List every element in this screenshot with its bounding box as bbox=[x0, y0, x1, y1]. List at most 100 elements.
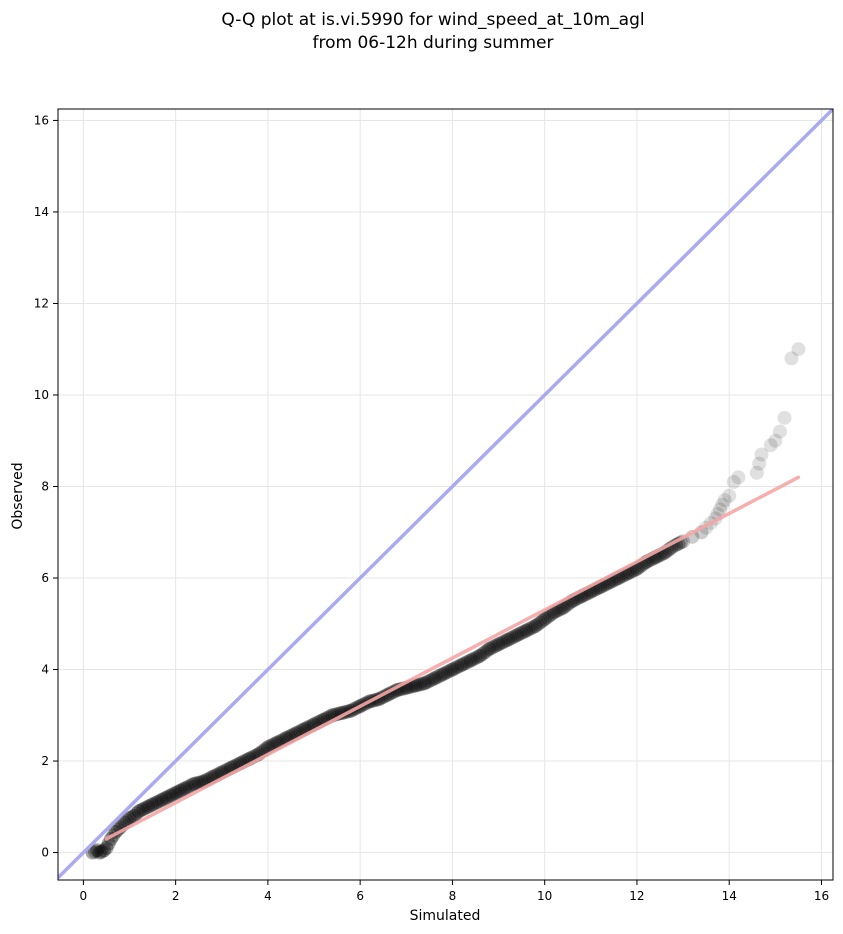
quantile-point bbox=[124, 810, 139, 825]
quantile-point bbox=[498, 633, 513, 648]
quantile-point bbox=[147, 796, 162, 811]
quantile-point bbox=[726, 474, 741, 489]
y-tick-label: 8 bbox=[41, 479, 49, 493]
x-tick-label: 12 bbox=[629, 889, 644, 903]
x-tick-label: 6 bbox=[356, 889, 364, 903]
quantile-point bbox=[97, 843, 112, 858]
quantile-point bbox=[519, 623, 534, 638]
chart-title-group: Q-Q plot at is.vi.5990 for wind_speed_at… bbox=[221, 10, 644, 53]
quantile-point bbox=[544, 607, 559, 622]
quantile-point bbox=[129, 806, 144, 821]
quantile-point bbox=[175, 782, 190, 797]
quantile-point bbox=[436, 667, 451, 682]
chart-subtitle: from 06-12h during summer bbox=[313, 33, 554, 53]
quantile-point bbox=[99, 840, 114, 855]
quantile-point bbox=[484, 640, 499, 655]
quantile-point bbox=[454, 657, 469, 672]
quantile-point bbox=[486, 639, 501, 654]
quantile-point bbox=[92, 845, 107, 860]
quantile-point bbox=[459, 655, 474, 670]
quantile-point bbox=[549, 604, 564, 619]
quantile-point bbox=[556, 600, 571, 615]
quantile-point bbox=[420, 675, 435, 690]
quantile-point bbox=[503, 631, 518, 646]
quantile-point bbox=[127, 808, 142, 823]
quantile-point bbox=[157, 791, 172, 806]
quantile-point bbox=[553, 601, 568, 616]
chart-title: Q-Q plot at is.vi.5990 for wind_speed_at… bbox=[221, 10, 644, 30]
x-tick-label: 10 bbox=[537, 889, 552, 903]
quantile-point bbox=[510, 628, 525, 643]
quantile-point bbox=[533, 615, 548, 630]
y-tick-label: 12 bbox=[34, 296, 49, 310]
quantile-point bbox=[180, 780, 195, 795]
quantile-point bbox=[496, 635, 511, 650]
quantile-point bbox=[754, 447, 769, 462]
quantile-point bbox=[168, 786, 183, 801]
x-tick-label: 14 bbox=[722, 889, 737, 903]
quantile-point bbox=[542, 608, 557, 623]
quantile-point bbox=[466, 652, 481, 667]
quantile-point bbox=[408, 678, 423, 693]
quantile-point bbox=[429, 670, 444, 685]
quantile-point bbox=[722, 488, 737, 503]
quantile-point bbox=[152, 794, 167, 809]
quantile-point bbox=[768, 433, 783, 448]
quantile-point bbox=[500, 632, 515, 647]
quantile-point bbox=[777, 410, 792, 425]
quantile-point bbox=[717, 493, 732, 508]
quantile-point bbox=[90, 843, 105, 858]
quantile-point bbox=[477, 645, 492, 660]
y-tick-label: 16 bbox=[34, 113, 49, 127]
y-axis-ticks: 0 2 4 6 8 10 12 14 16 bbox=[34, 113, 58, 860]
quantile-point bbox=[480, 643, 495, 658]
quantile-point bbox=[143, 798, 158, 813]
quantile-point bbox=[136, 802, 151, 817]
y-axis-label: Observed bbox=[10, 462, 26, 529]
quantile-point bbox=[463, 653, 478, 668]
gridlines bbox=[58, 109, 833, 880]
quantile-point bbox=[417, 676, 432, 691]
quantile-point bbox=[140, 799, 155, 814]
quantile-point bbox=[528, 619, 543, 634]
quantile-point bbox=[475, 647, 490, 662]
quantile-point bbox=[187, 776, 202, 791]
quantile-point bbox=[489, 638, 504, 653]
fit-line bbox=[104, 475, 801, 841]
quantile-point bbox=[468, 651, 483, 666]
x-tick-label: 4 bbox=[264, 889, 272, 903]
quantile-point bbox=[184, 778, 199, 793]
quantile-point bbox=[507, 629, 522, 644]
quantile-point bbox=[438, 665, 453, 680]
quantile-point bbox=[452, 659, 467, 674]
quantile-point bbox=[166, 787, 181, 802]
x-tick-label: 2 bbox=[172, 889, 180, 903]
quantile-point bbox=[154, 792, 169, 807]
y-tick-label: 10 bbox=[34, 388, 49, 402]
quantile-point bbox=[772, 424, 787, 439]
quantile-point bbox=[493, 636, 508, 651]
quantile-point bbox=[170, 784, 185, 799]
quantile-point bbox=[461, 654, 476, 669]
quantile-point bbox=[763, 438, 778, 453]
quantile-point bbox=[535, 613, 550, 628]
quantile-point bbox=[456, 656, 471, 671]
quantile-point bbox=[424, 672, 439, 687]
quantile-point bbox=[443, 663, 458, 678]
quantile-point bbox=[791, 342, 806, 357]
quantile-point bbox=[752, 456, 767, 471]
x-axis-ticks: 0 2 4 6 8 10 12 14 16 bbox=[80, 880, 829, 903]
quantile-point bbox=[523, 621, 538, 636]
quantile-point bbox=[470, 649, 485, 664]
quantile-point bbox=[784, 351, 799, 366]
quantile-point bbox=[447, 661, 462, 676]
quantile-point bbox=[715, 497, 730, 512]
quantile-point bbox=[482, 641, 497, 656]
quantile-point bbox=[516, 624, 531, 639]
quantile-point bbox=[749, 465, 764, 480]
quantile-point bbox=[422, 673, 437, 688]
quantile-point bbox=[537, 612, 552, 627]
x-tick-label: 16 bbox=[814, 889, 829, 903]
x-tick-label: 8 bbox=[449, 889, 457, 903]
